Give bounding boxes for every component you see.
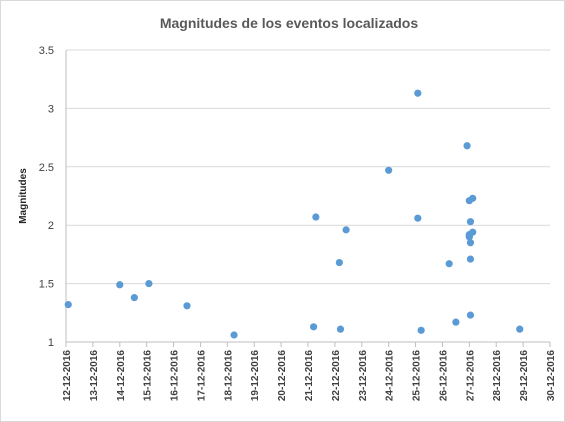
data-point [116, 281, 124, 289]
data-point [230, 331, 238, 339]
x-tick-label: 13-12-2016 [89, 350, 100, 402]
axes [65, 50, 551, 347]
x-tick-label: 22-12-2016 [331, 350, 342, 402]
data-point [463, 142, 471, 150]
x-tick-label: 28-12-2016 [492, 350, 503, 402]
data-point [417, 326, 425, 334]
x-tick-label: 29-12-2016 [519, 350, 530, 402]
data-point [183, 302, 191, 310]
data-point [445, 260, 453, 268]
x-tick-label: 17-12-2016 [196, 350, 207, 402]
y-tick-label: 1 [48, 337, 54, 349]
y-tick-labels: 1 1.5 2 2.5 3 3.5 [39, 45, 54, 349]
data-point [336, 325, 345, 333]
data-point [414, 89, 422, 97]
x-tick-label: 18-12-2016 [223, 350, 234, 402]
data-point [310, 323, 318, 331]
data-point [145, 280, 153, 288]
data-point [64, 301, 72, 309]
y-tick-label: 2 [48, 220, 54, 232]
x-tick-label: 16-12-2016 [170, 350, 181, 402]
data-point [469, 194, 477, 202]
x-tick-label: 14-12-2016 [116, 350, 127, 402]
data-point [466, 255, 475, 263]
chart-title: Magnitudes de los eventos localizados [160, 15, 418, 31]
gridlines [66, 49, 550, 285]
data-point [466, 311, 475, 319]
data-point [466, 218, 475, 226]
x-tick-label: 21-12-2016 [304, 350, 315, 402]
data-point [385, 166, 393, 174]
x-tick-label: 25-12-2016 [412, 350, 423, 402]
data-points [64, 89, 524, 339]
data-point [414, 214, 422, 222]
x-tick-labels: 12-12-2016 13-12-2016 14-12-2016 15-12-2016… [62, 350, 557, 402]
x-tick-label: 19-12-2016 [250, 350, 261, 402]
y-tick-label: 1.5 [39, 279, 54, 291]
data-point [312, 213, 320, 221]
x-tick-label: 26-12-2016 [438, 350, 449, 402]
data-point [130, 294, 138, 302]
x-tick-label: 23-12-2016 [358, 350, 369, 402]
x-tick-label: 27-12-2016 [465, 350, 476, 402]
y-axis-label: Magnitudes [18, 168, 29, 224]
x-tick-label: 20-12-2016 [277, 350, 288, 402]
data-point [335, 258, 343, 267]
x-tick-label: 24-12-2016 [385, 350, 396, 402]
y-tick-label: 2.5 [39, 162, 54, 174]
data-point [452, 318, 460, 326]
x-tick-label: 12-12-2016 [62, 350, 73, 402]
data-point [465, 233, 473, 241]
data-point [342, 226, 350, 234]
data-point [516, 325, 524, 333]
x-tick-label: 30-12-2016 [546, 350, 557, 402]
data-point [466, 239, 475, 247]
x-tick-label: 15-12-2016 [143, 350, 154, 402]
y-tick-label: 3.5 [39, 45, 54, 57]
y-tick-label: 3 [48, 103, 54, 115]
